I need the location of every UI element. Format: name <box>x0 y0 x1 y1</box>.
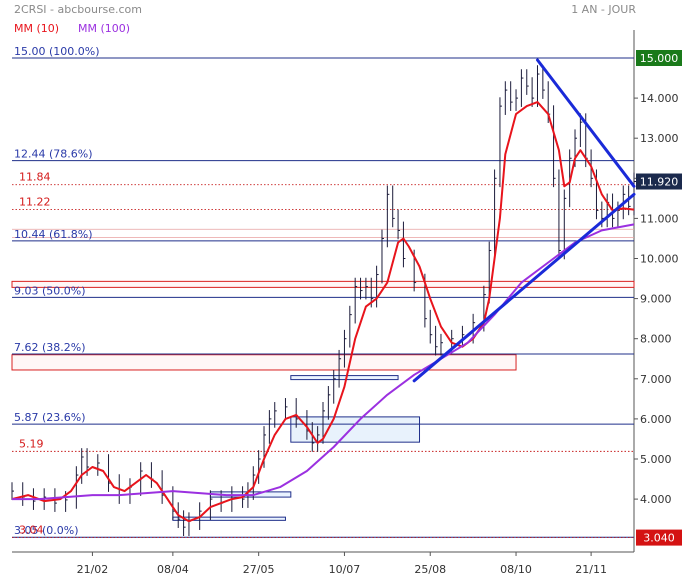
y-tick-label-10: 14.000 <box>640 92 679 105</box>
red-level-label-2: 5.19 <box>19 437 44 450</box>
fib-label-6: 3.05 (0.0%) <box>14 524 79 537</box>
x-tick-label-0: 21/02 <box>77 563 109 576</box>
fib-label-3: 9.03 (50.0%) <box>14 284 86 297</box>
x-tick-label-5: 08/10 <box>500 563 532 576</box>
chart-source-title: 2CRSI - abcbourse.com <box>14 3 142 16</box>
y-tick-label-7: 11.000 <box>640 212 679 225</box>
series-line-0 <box>11 101 635 523</box>
badge-label-0: 15.000 <box>640 52 679 65</box>
y-tick-label-1: 5.000 <box>640 453 672 466</box>
x-tick-label-4: 25/08 <box>414 563 446 576</box>
trend-line-1 <box>535 58 636 188</box>
zone-1 <box>11 354 517 371</box>
series-line-1 <box>12 223 635 501</box>
zone-3 <box>290 416 421 443</box>
price-badges: 15.000 11.920 3.040 <box>636 50 682 546</box>
legend-mm10: MM (10) <box>14 22 60 35</box>
zone-0 <box>11 280 635 288</box>
badge-bg-1 <box>636 173 682 190</box>
y-tick-label-2: 6.000 <box>640 413 672 426</box>
fib-label-1: 12.44 (78.6%) <box>14 148 93 161</box>
fib-label-2: 10.44 (61.8%) <box>14 228 93 241</box>
badge-label-1: 11.920 <box>640 176 679 189</box>
x-tick-label-2: 27/05 <box>243 563 275 576</box>
red-level-label-0: 11.84 <box>19 171 51 184</box>
legend-mm100: MM (100) <box>78 22 131 35</box>
x-tick-label-1: 08/04 <box>157 563 189 576</box>
y-tick-label-5: 9.000 <box>640 293 672 306</box>
badge-bg-0 <box>636 50 682 66</box>
red-level-label-1: 11.22 <box>19 196 51 209</box>
x-tick-label-3: 10/07 <box>329 563 361 576</box>
moving-averages <box>11 101 635 523</box>
badge-bg-2 <box>636 529 682 546</box>
y-tick-label-3: 7.000 <box>640 373 672 386</box>
level-lines: 15.00 (100.0%) 12.44 (78.6%) 10.44 (61.8%)… <box>12 45 634 539</box>
zone-2 <box>290 375 399 381</box>
y-tick-label-6: 10.000 <box>640 253 679 266</box>
trend-line-0 <box>412 192 636 383</box>
badge-label-2: 3.040 <box>643 532 675 545</box>
y-tick-label-0: 4.000 <box>640 493 672 506</box>
x-tick-label-6: 21/11 <box>575 563 607 576</box>
y-tick-label-4: 8.000 <box>640 333 672 346</box>
fib-label-0: 15.00 (100.0%) <box>14 45 100 58</box>
trend-lines <box>412 58 636 383</box>
price-bars <box>11 65 636 536</box>
plot-area <box>12 50 634 538</box>
y-tick-label-9: 13.000 <box>640 132 679 145</box>
red-level-label-3: 3.04 <box>19 524 44 537</box>
fib-label-4: 7.62 (38.2%) <box>14 341 86 354</box>
chart-period-label: 1 AN - JOUR <box>571 3 636 16</box>
fib-label-5: 5.87 (23.6%) <box>14 411 86 424</box>
